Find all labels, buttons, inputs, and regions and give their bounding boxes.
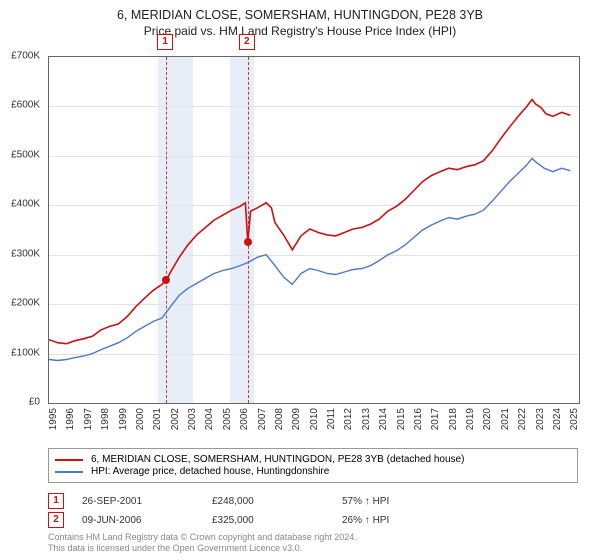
event-price: £248,000 [212, 496, 342, 507]
chart-area: 12 £0£100K£200K£300K£400K£500K£600K£700K… [48, 56, 580, 426]
event-price: £325,000 [212, 515, 342, 526]
x-tick-label: 2002 [170, 408, 181, 430]
x-tick-label: 2017 [430, 408, 441, 430]
x-tick-label: 2014 [378, 408, 389, 430]
x-tick-label: 2011 [326, 408, 337, 430]
event-delta: 26% ↑ HPI [342, 515, 389, 526]
event-row: 1 26-SEP-2001£248,00057% ↑ HPI [48, 493, 578, 509]
legend: 6, MERIDIAN CLOSE, SOMERSHAM, HUNTINGDON… [48, 448, 578, 483]
y-tick-label: £100K [11, 347, 40, 358]
x-tick-label: 2009 [291, 408, 302, 430]
x-tick-label: 2019 [465, 408, 476, 430]
x-tick-label: 2013 [361, 408, 372, 430]
x-tick-label: 1997 [83, 408, 94, 430]
x-tick-label: 2018 [448, 408, 459, 430]
legend-swatch [55, 459, 83, 461]
footnote-line2: This data is licensed under the Open Gov… [48, 543, 578, 554]
chart-container: 6, MERIDIAN CLOSE, SOMERSHAM, HUNTINGDON… [0, 0, 600, 560]
y-tick-label: £300K [11, 248, 40, 259]
x-tick-label: 2000 [135, 408, 146, 430]
event-date: 09-JUN-2006 [82, 515, 212, 526]
x-tick-label: 2008 [274, 408, 285, 430]
series-property [49, 100, 570, 344]
x-tick-label: 2007 [257, 408, 268, 430]
y-tick-label: £400K [11, 199, 40, 210]
legend-label: 6, MERIDIAN CLOSE, SOMERSHAM, HUNTINGDON… [91, 454, 464, 465]
footnote-line1: Contains HM Land Registry data © Crown c… [48, 532, 578, 543]
title-block: 6, MERIDIAN CLOSE, SOMERSHAM, HUNTINGDON… [0, 0, 600, 38]
legend-label: HPI: Average price, detached house, Hunt… [91, 466, 329, 477]
x-tick-label: 1998 [100, 408, 111, 430]
footnote: Contains HM Land Registry data © Crown c… [48, 532, 578, 555]
x-tick-label: 2015 [396, 408, 407, 430]
x-tick-label: 2020 [482, 408, 493, 430]
y-tick-label: £0 [29, 397, 40, 408]
x-tick-label: 1995 [48, 408, 59, 430]
marker-box: 2 [239, 34, 255, 50]
events-table: 1 26-SEP-2001£248,00057% ↑ HPI 2 09-JUN-200… [48, 490, 578, 531]
y-tick-label: £700K [11, 51, 40, 62]
plot-area [48, 56, 580, 404]
x-tick-label: 1999 [118, 408, 129, 430]
y-tick-label: £500K [11, 149, 40, 160]
marker-box: 1 [157, 34, 173, 50]
marker-dot [162, 276, 170, 284]
x-tick-label: 2006 [239, 408, 250, 430]
x-tick-label: 2021 [500, 408, 511, 430]
event-date: 26-SEP-2001 [82, 496, 212, 507]
legend-swatch [55, 471, 83, 473]
event-marker: 2 [48, 512, 64, 528]
x-tick-label: 2010 [309, 408, 320, 430]
event-marker: 1 [48, 493, 64, 509]
x-tick-label: 2005 [222, 408, 233, 430]
series-lines [49, 57, 579, 403]
title-address: 6, MERIDIAN CLOSE, SOMERSHAM, HUNTINGDON… [0, 8, 600, 22]
x-tick-label: 2025 [569, 408, 580, 430]
y-tick-label: £600K [11, 100, 40, 111]
x-tick-label: 2012 [343, 408, 354, 430]
event-row: 2 09-JUN-2006£325,00026% ↑ HPI [48, 512, 578, 528]
marker-dot [244, 238, 252, 246]
x-tick-label: 2022 [517, 408, 528, 430]
x-tick-label: 2004 [204, 408, 215, 430]
x-tick-label: 1996 [65, 408, 76, 430]
y-tick-label: £200K [11, 298, 40, 309]
x-tick-label: 2001 [152, 408, 163, 430]
x-tick-label: 2023 [535, 408, 546, 430]
title-subtitle: Price paid vs. HM Land Registry's House … [0, 24, 600, 38]
event-delta: 57% ↑ HPI [342, 496, 389, 507]
legend-row: 6, MERIDIAN CLOSE, SOMERSHAM, HUNTINGDON… [55, 454, 571, 465]
x-tick-label: 2003 [187, 408, 198, 430]
x-tick-label: 2016 [413, 408, 424, 430]
series-hpi [49, 158, 570, 360]
legend-row: HPI: Average price, detached house, Hunt… [55, 466, 571, 477]
x-tick-label: 2024 [552, 408, 563, 430]
